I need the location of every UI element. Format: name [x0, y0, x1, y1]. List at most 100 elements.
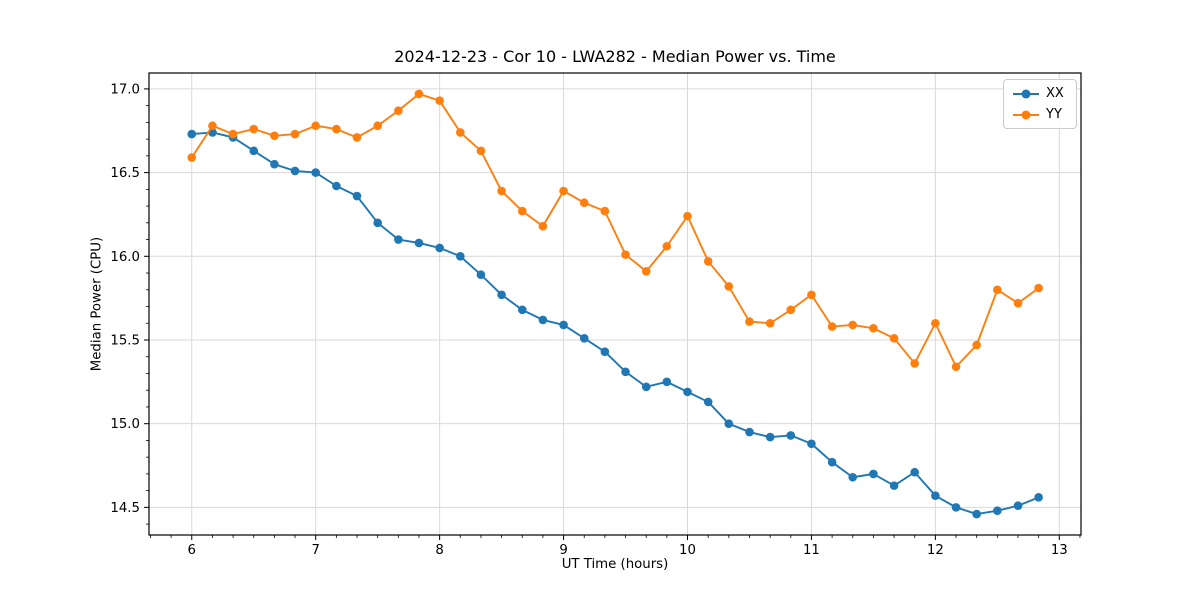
series-yy-marker — [869, 323, 878, 333]
x-axis-label: UT Time (hours) — [561, 557, 669, 572]
series-xx-marker — [745, 427, 754, 437]
series-xx-marker — [435, 243, 444, 253]
series-xx-marker — [290, 166, 300, 176]
series-yy-marker — [931, 318, 940, 328]
plot-border — [148, 72, 1082, 536]
series-xx-marker — [414, 238, 424, 248]
series-yy-marker — [476, 146, 486, 156]
series-yy-marker — [641, 267, 651, 276]
series-yy-marker — [497, 186, 506, 196]
series-yy-marker — [827, 322, 837, 331]
series-xx-marker — [476, 270, 486, 280]
series-yy-marker — [373, 121, 382, 131]
series-yy-marker — [993, 285, 1002, 295]
series-xx-marker — [579, 334, 589, 343]
series-xx-marker — [517, 305, 527, 315]
series-yy-marker — [683, 211, 692, 221]
legend-label-xx: XX — [1046, 86, 1064, 101]
series-xx-marker — [497, 290, 506, 300]
series-yy-marker — [1013, 298, 1023, 308]
series-xx-marker — [1034, 493, 1043, 502]
series-yy-marker — [889, 334, 899, 343]
grid-layer — [149, 73, 1081, 535]
series-yy-marker — [703, 257, 713, 266]
series-yy-marker — [559, 186, 568, 196]
legend-item-yy: YY — [1013, 107, 1067, 122]
series-yy-marker — [579, 198, 589, 208]
series-xx-marker — [270, 159, 279, 169]
series-yy-marker — [972, 340, 981, 350]
y-tick-label: 15.0 — [110, 417, 140, 432]
series-yy-marker — [228, 129, 238, 139]
series-yy-marker — [435, 96, 444, 105]
series-yy-marker — [786, 305, 796, 315]
series-xx-marker — [187, 129, 197, 139]
series-xx-marker — [724, 419, 734, 428]
y-tick-label: 15.5 — [110, 333, 140, 348]
legend-item-xx: XX — [1013, 86, 1067, 101]
series-xx-marker — [456, 251, 465, 261]
y-tick-label: 14.5 — [110, 501, 140, 516]
legend-swatch-yy-icon — [1013, 113, 1039, 116]
series-yy-marker — [270, 131, 279, 141]
series-xx-marker — [662, 377, 672, 387]
series-xx-marker — [931, 491, 940, 500]
series-yy-marker — [1034, 283, 1043, 293]
series-yy-marker — [249, 124, 259, 134]
series-yy-marker — [724, 282, 734, 291]
series-xx-marker — [600, 347, 610, 357]
x-tick-label: 11 — [803, 543, 820, 558]
series-xx-marker — [559, 320, 568, 330]
x-tick-label: 9 — [559, 543, 567, 558]
series-xx-marker — [352, 191, 362, 201]
x-tick-label: 13 — [1051, 543, 1068, 558]
series-xx-marker — [807, 439, 816, 449]
series-xx-marker — [394, 235, 403, 244]
series-yy-marker — [311, 121, 320, 131]
series-yy-marker — [290, 129, 300, 139]
series-xx-marker — [703, 397, 713, 407]
series-yy — [187, 89, 1043, 372]
series-yy-line — [190, 92, 1040, 368]
series-xx-marker — [311, 168, 320, 177]
tick-label-layer: 6 7 8 9 10 11 12 13 14.5 15.0 15.5 16.0 16.5 17.0 — [110, 82, 1067, 558]
series-yy-marker — [414, 89, 424, 99]
series-xx-marker — [786, 431, 796, 440]
series-yy-marker — [951, 362, 961, 372]
series-yy-marker — [807, 290, 816, 300]
y-axis-label: Median Power (CPU) — [89, 236, 105, 372]
series-yy-marker — [208, 121, 217, 131]
series-xx-marker — [641, 382, 651, 392]
y-tick-label: 16.0 — [110, 250, 140, 265]
x-tick-label: 6 — [188, 543, 196, 558]
x-tick-label: 8 — [435, 543, 443, 558]
series-xx-marker — [951, 503, 961, 512]
series-xx-line — [191, 131, 1039, 516]
chart-title: 2024-12-23 - Cor 10 - LWA282 - Median Po… — [394, 47, 836, 66]
series-yy-marker — [456, 128, 465, 137]
series-xx-marker — [373, 218, 382, 228]
x-tick-label: 10 — [679, 543, 696, 558]
tick-layer — [144, 88, 1081, 540]
series-yy-marker — [538, 221, 548, 231]
x-tick-label: 7 — [311, 543, 319, 558]
series-xx — [187, 128, 1043, 519]
series-yy-marker — [332, 124, 341, 134]
series-yy-marker — [910, 359, 919, 368]
series-yy-marker — [745, 317, 754, 326]
series-yy-marker — [621, 250, 630, 259]
x-tick-label: 12 — [927, 543, 944, 558]
series-xx-marker — [972, 509, 981, 519]
series-xx-marker — [621, 367, 630, 377]
series-yy-marker — [600, 206, 610, 216]
series-yy-marker — [765, 318, 775, 328]
legend: XX YY — [1003, 79, 1077, 129]
y-tick-label: 16.5 — [110, 166, 140, 181]
series-xx-marker — [869, 469, 878, 479]
legend-swatch-xx-icon — [1013, 92, 1039, 95]
legend-label-yy: YY — [1046, 107, 1062, 122]
series-yy-marker — [662, 241, 672, 251]
series-xx-marker — [538, 315, 548, 325]
series-xx-marker — [889, 481, 899, 490]
